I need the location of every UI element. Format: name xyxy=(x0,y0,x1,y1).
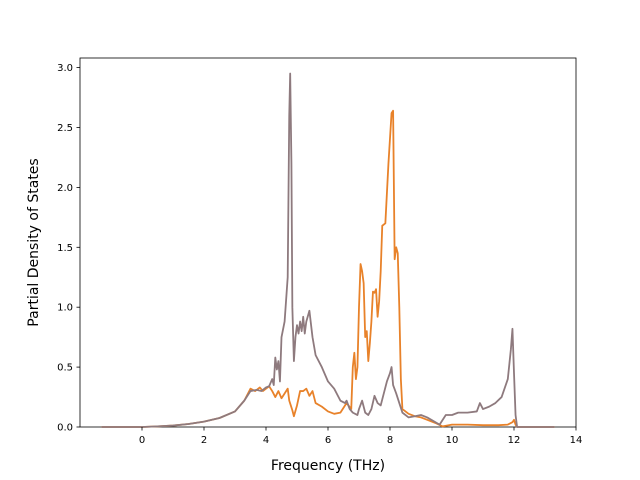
x-tick-label: 0 xyxy=(139,435,145,446)
y-tick-label: 2.0 xyxy=(57,183,73,194)
x-tick-label: 10 xyxy=(446,435,459,446)
y-axis-title: Partial Density of States xyxy=(26,158,42,326)
x-tick-label: 8 xyxy=(387,435,393,446)
y-tick-label: 1.0 xyxy=(57,303,73,314)
x-tick-label: 2 xyxy=(201,435,207,446)
x-tick-label: 14 xyxy=(570,435,583,446)
series-layer xyxy=(101,72,555,428)
y-tick-label: 3.0 xyxy=(57,63,73,74)
x-axis-title: Frequency (THz) xyxy=(271,458,385,474)
y-tick-label: 2.5 xyxy=(57,123,73,134)
series-line-2 xyxy=(101,72,555,428)
x-axis-ticks: 0 2 4 6 8 10 12 14 xyxy=(139,427,583,446)
plot-frame xyxy=(79,57,577,428)
y-tick-label: 0.0 xyxy=(57,423,73,434)
y-axis-ticks: 0.0 0.5 1.0 1.5 2.0 2.5 3.0 xyxy=(57,63,80,434)
y-tick-label: 0.5 xyxy=(57,363,73,374)
x-tick-label: 4 xyxy=(263,435,269,446)
y-tick-label: 1.5 xyxy=(57,243,73,254)
x-tick-label: 6 xyxy=(325,435,331,446)
x-tick-label: 12 xyxy=(508,435,521,446)
